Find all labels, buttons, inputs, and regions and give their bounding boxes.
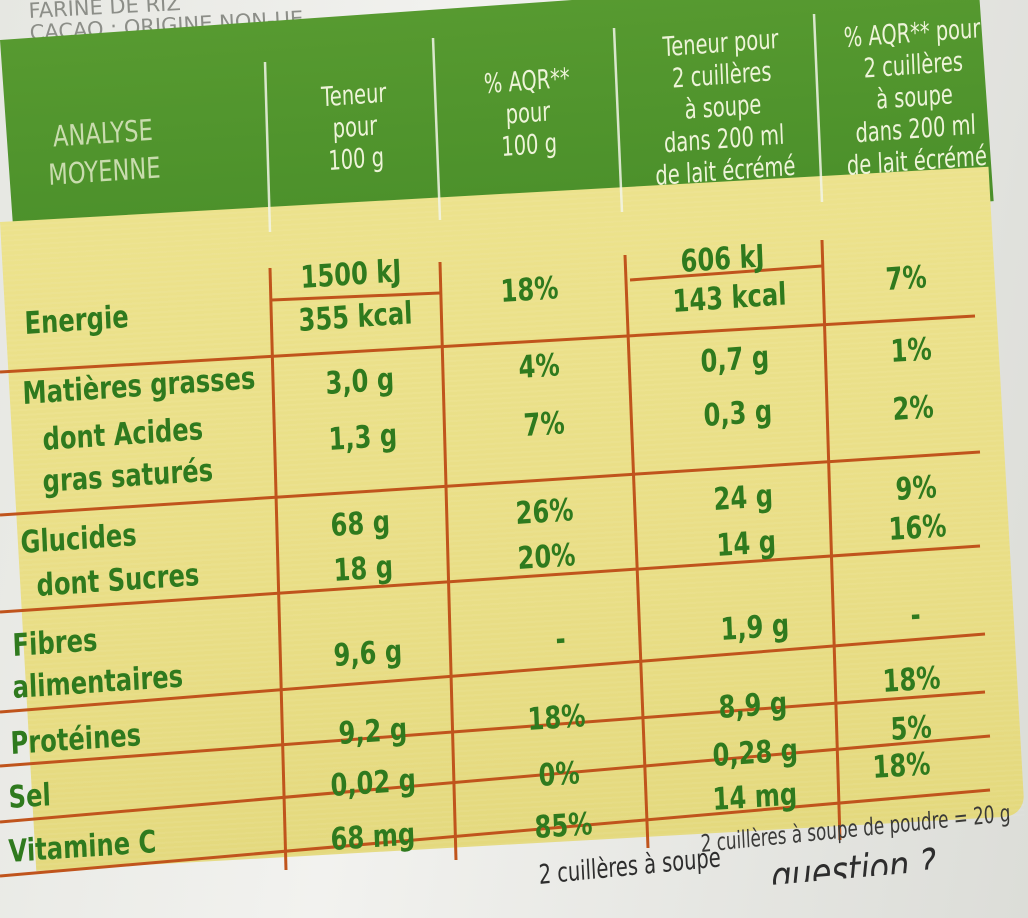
row-proteines-100g: 9,2 g <box>337 711 408 752</box>
header-divider-1 <box>263 61 272 233</box>
row-sucres-aqr-100g: 20% <box>516 537 577 577</box>
row-vitc-aqr-100g: 85% <box>533 806 594 846</box>
row-energie-label: Energie <box>23 299 130 342</box>
row-line-2 <box>0 450 981 517</box>
row-proteines-label: Protéines <box>9 717 142 762</box>
row-glucides-aqr-100g: 26% <box>514 492 575 532</box>
row-proteines-portion: 8,9 g <box>717 685 788 726</box>
row-glucides-portion: 24 g <box>712 478 774 518</box>
row-line-7 <box>0 788 991 878</box>
row-energie-aqr-100g: 18% <box>499 270 560 310</box>
row-line-3 <box>0 544 981 614</box>
row-energie-aqr-portion: 7% <box>884 259 928 298</box>
row-mg-aqr-100g: 4% <box>517 347 561 386</box>
row-mg-100g: 3,0 g <box>324 361 395 402</box>
row-vitc-portion: 14 mg <box>711 776 798 818</box>
row-fibres-100g: 9,6 g <box>332 633 403 674</box>
row-ags-aqr-portion: 2% <box>891 389 935 428</box>
col2-header: % AQR** pour 100 g <box>483 62 571 163</box>
row-glucides-aqr-portion: 9% <box>894 469 938 508</box>
row-sel-portion: 0,28 g <box>711 732 799 774</box>
col-line-1 <box>268 267 288 871</box>
col-line-2 <box>438 261 458 861</box>
row-mg-aqr-portion: 1% <box>889 331 933 370</box>
row-ags-aqr-100g: 7% <box>522 405 566 444</box>
row-sucres-aqr-portion: 16% <box>887 508 948 548</box>
row-energie-kj-portion: 606 kJ <box>679 238 766 280</box>
row-proteines-aqr-portion: 18% <box>881 660 942 700</box>
row-line-1 <box>0 314 976 374</box>
energy-split-2 <box>629 264 823 282</box>
row-sel-aqr-100g: 0% <box>537 755 581 794</box>
row-glucides-label: Glucides <box>19 517 138 561</box>
energy-split-1 <box>271 291 441 302</box>
row-vitc-aqr-portion: 18% <box>871 746 932 786</box>
row-ags-100g: 1,3 g <box>327 417 398 458</box>
row-vitc-100g: 68 mg <box>329 816 416 858</box>
row-proteines-aqr-100g: 18% <box>526 698 587 738</box>
moyenne-word: MOYENNE <box>47 150 162 192</box>
row-fibres-label-1: Fibres <box>11 622 99 664</box>
row-sel-label: Sel <box>7 777 52 816</box>
header-divider-3 <box>612 27 624 213</box>
col3-header: Teneur pour 2 cuillères à soupe dans 200… <box>654 23 796 192</box>
row-ags-portion: 0,3 g <box>702 393 773 434</box>
row-fibres-portion: 1,9 g <box>719 607 790 648</box>
col-line-3 <box>623 254 650 849</box>
row-energie-kcal-100g: 355 kcal <box>297 295 414 339</box>
row-sel-100g: 0,02 g <box>329 762 417 804</box>
col4-header: % AQR** pour 2 cuillères à soupe dans 20… <box>843 13 988 182</box>
col1-header: Teneur pour 100 g <box>320 77 387 177</box>
row-sucres-100g: 18 g <box>332 549 394 589</box>
row-line-5 <box>0 690 986 768</box>
row-sel-aqr-portion: 5% <box>889 709 933 748</box>
row-line-4 <box>0 632 986 714</box>
row-glucides-100g: 68 g <box>329 504 391 544</box>
header-divider-4 <box>812 13 824 203</box>
row-energie-kcal-portion: 143 kcal <box>671 276 788 320</box>
col-line-4 <box>820 239 842 841</box>
row-line-6 <box>0 734 991 824</box>
header-divider-2 <box>431 37 442 221</box>
row-mg-portion: 0,7 g <box>699 339 770 380</box>
analyse-moyenne-header: ANALYSE MOYENNE <box>46 110 162 193</box>
row-fibres-aqr-portion: - <box>909 597 922 634</box>
row-fibres-aqr-100g: - <box>554 621 567 658</box>
row-sucres-portion: 14 g <box>715 524 777 564</box>
row-energie-kj-100g: 1500 kJ <box>299 253 403 296</box>
